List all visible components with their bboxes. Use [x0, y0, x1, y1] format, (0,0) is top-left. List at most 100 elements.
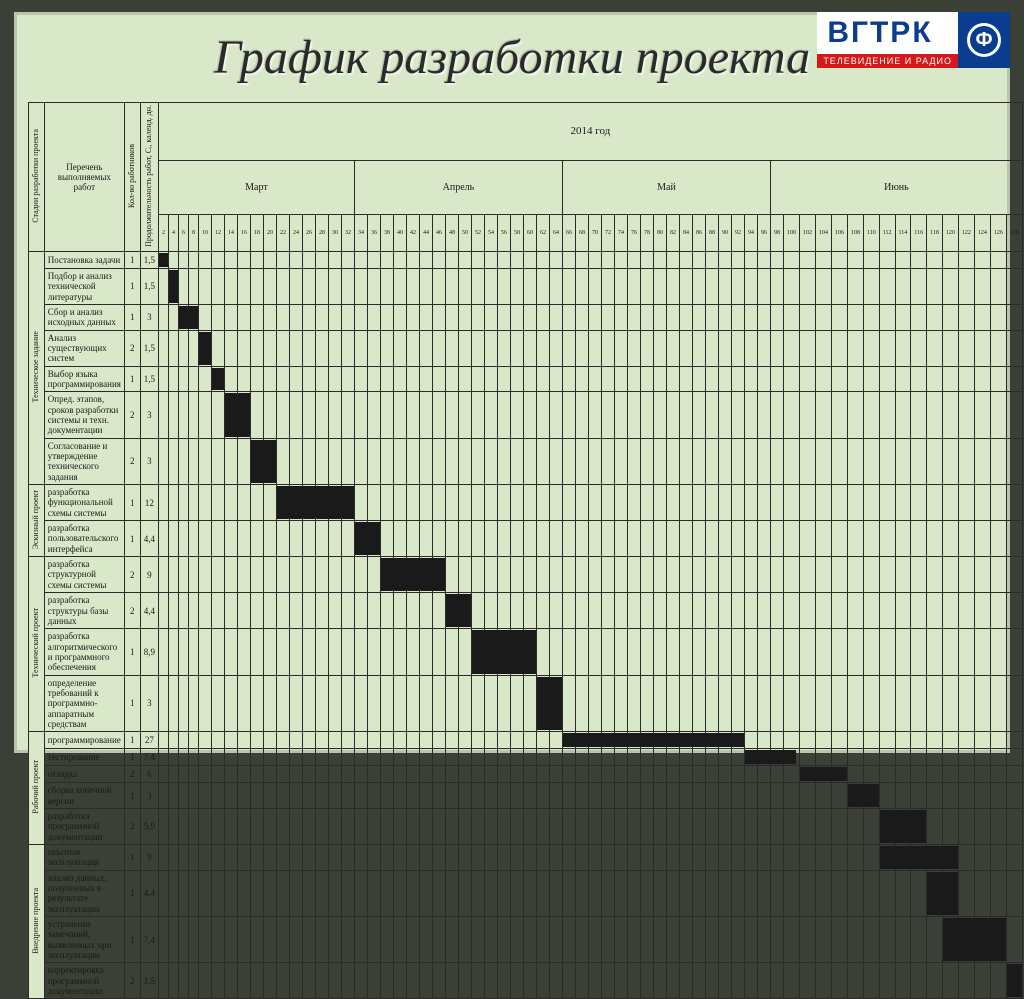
gantt-cell [783, 268, 799, 304]
gantt-cell [354, 521, 367, 557]
gantt-cell [942, 749, 958, 766]
gantt-cell [744, 304, 757, 330]
gantt-cell [354, 808, 367, 844]
gantt-cell [990, 330, 1006, 366]
gantt-cell [549, 330, 562, 366]
gantt-cell [757, 392, 770, 438]
gantt-cell [614, 808, 627, 844]
gantt-cell [250, 783, 263, 809]
gantt-cell [562, 917, 575, 963]
gantt-cell [974, 304, 990, 330]
gantt-cell [815, 251, 831, 268]
gantt-cell [831, 251, 847, 268]
gantt-cell [224, 808, 237, 844]
gantt-cell [263, 485, 276, 521]
gantt-cell [562, 485, 575, 521]
duration-cell: 3 [140, 392, 158, 438]
gantt-cell [731, 845, 744, 871]
gantt-cell [484, 485, 497, 521]
gantt-cell [770, 629, 783, 675]
gantt-cell [471, 917, 484, 963]
gantt-cell [815, 766, 831, 783]
gantt-cell [831, 268, 847, 304]
gantt-cell [328, 870, 341, 916]
gantt-bar [199, 332, 211, 365]
gantt-cell [224, 593, 237, 629]
gantt-cell [328, 593, 341, 629]
gantt-cell [770, 485, 783, 521]
gantt-cell [315, 629, 328, 675]
gantt-cell [302, 629, 315, 675]
gantt-cell [692, 783, 705, 809]
gantt-cell [188, 304, 198, 330]
gantt-cell [263, 845, 276, 871]
gantt-cell [783, 675, 799, 732]
gantt-cell [847, 766, 863, 783]
gantt-cell [815, 438, 831, 484]
gantt-cell [250, 845, 263, 871]
gantt-cell [974, 675, 990, 732]
gantt-cell [432, 330, 445, 366]
gantt-cell [831, 870, 847, 916]
gantt-cell [627, 870, 640, 916]
gantt-cell [302, 392, 315, 438]
gantt-cell [445, 557, 458, 593]
gantt-cell [863, 268, 879, 304]
gantt-cell [666, 366, 679, 392]
gantt-cell [614, 783, 627, 809]
gantt-cell [523, 870, 536, 916]
gantt-cell [158, 251, 168, 268]
gantt-cell [276, 808, 289, 844]
gantt-cell [640, 629, 653, 675]
gantt-cell [211, 304, 224, 330]
day-header: 56 [497, 214, 510, 251]
gantt-cell [757, 845, 770, 871]
gantt-cell [627, 304, 640, 330]
gantt-cell [783, 485, 799, 521]
gantt-cell [958, 783, 974, 809]
gantt-cell [354, 485, 367, 521]
gantt-cell [653, 593, 666, 629]
gantt-cell [653, 485, 666, 521]
gantt-cell [863, 438, 879, 484]
gantt-cell [614, 268, 627, 304]
gantt-bar [169, 270, 178, 303]
workers-cell: 1 [124, 366, 140, 392]
gantt-cell [315, 438, 328, 484]
gantt-cell [718, 251, 731, 268]
gantt-cell [958, 749, 974, 766]
gantt-cell [523, 845, 536, 871]
gantt-cell [958, 557, 974, 593]
gantt-cell [958, 521, 974, 557]
day-header: 84 [679, 214, 692, 251]
workers-cell: 2 [124, 330, 140, 366]
gantt-cell [188, 557, 198, 593]
gantt-cell [744, 766, 757, 783]
gantt-cell [799, 557, 815, 593]
gantt-cell [471, 366, 484, 392]
gantt-cell [497, 268, 510, 304]
gantt-cell [158, 629, 168, 675]
day-header: 88 [705, 214, 718, 251]
table-row: сборка конечной версии13 [29, 783, 1023, 809]
gantt-cell [863, 732, 879, 749]
gantt-cell [614, 766, 627, 783]
gantt-cell [731, 557, 744, 593]
gantt-cell [536, 330, 549, 366]
gantt-cell [895, 251, 911, 268]
gantt-cell [640, 808, 653, 844]
gantt-cell [705, 808, 718, 844]
gantt-cell [380, 392, 393, 438]
gantt-cell [188, 917, 198, 963]
gantt-cell [471, 870, 484, 916]
gantt-cell [484, 521, 497, 557]
gantt-cell [549, 675, 562, 732]
gantt-cell [927, 438, 943, 484]
gantt-cell [484, 268, 497, 304]
gantt-cell [211, 783, 224, 809]
gantt-cell [731, 783, 744, 809]
gantt-cell [289, 593, 302, 629]
gantt-cell [863, 593, 879, 629]
gantt-cell [178, 251, 188, 268]
gantt-cell [354, 251, 367, 268]
